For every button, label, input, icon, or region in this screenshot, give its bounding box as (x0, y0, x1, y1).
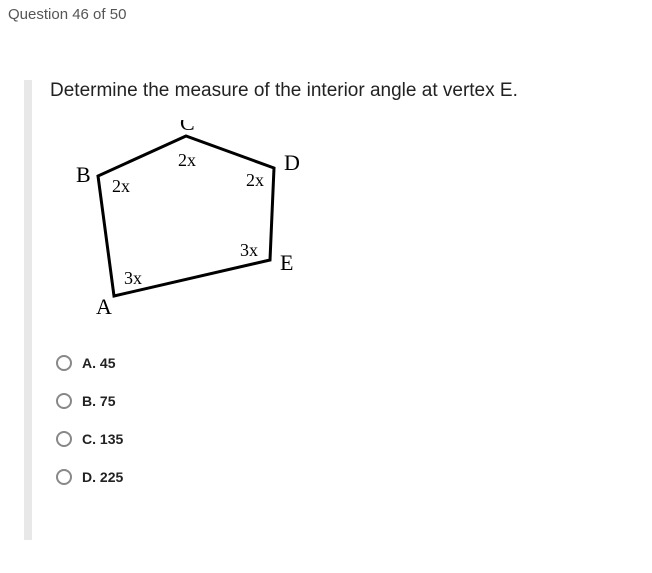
option-d[interactable]: D. 225 (56, 469, 632, 485)
svg-text:C: C (180, 120, 195, 135)
option-c[interactable]: C. 135 (56, 431, 632, 447)
svg-text:3x: 3x (124, 268, 142, 288)
figure: A B C D E 3x 2x 2x 2x 3x (50, 120, 632, 335)
option-label: B. 75 (82, 393, 115, 409)
svg-text:2x: 2x (112, 176, 130, 196)
svg-text:A: A (96, 294, 112, 319)
option-label: C. 135 (82, 431, 123, 447)
radio-icon (56, 355, 72, 371)
option-label: A. 45 (82, 355, 115, 371)
svg-text:B: B (76, 162, 91, 187)
answer-options: A. 45 B. 75 C. 135 D. 225 (56, 355, 632, 485)
pentagon-diagram: A B C D E 3x 2x 2x 2x 3x (50, 120, 350, 330)
svg-text:2x: 2x (178, 150, 196, 170)
question-prompt: Determine the measure of the interior an… (50, 80, 632, 102)
svg-text:E: E (280, 250, 293, 275)
left-accent-bar (24, 80, 32, 540)
radio-icon (56, 469, 72, 485)
option-b[interactable]: B. 75 (56, 393, 632, 409)
radio-icon (56, 393, 72, 409)
question-counter: Question 46 of 50 (8, 6, 126, 23)
svg-text:D: D (284, 150, 300, 175)
radio-icon (56, 431, 72, 447)
content-area: Determine the measure of the interior an… (36, 80, 632, 507)
option-a[interactable]: A. 45 (56, 355, 632, 371)
option-label: D. 225 (82, 469, 123, 485)
svg-text:2x: 2x (246, 170, 264, 190)
svg-text:3x: 3x (240, 240, 258, 260)
